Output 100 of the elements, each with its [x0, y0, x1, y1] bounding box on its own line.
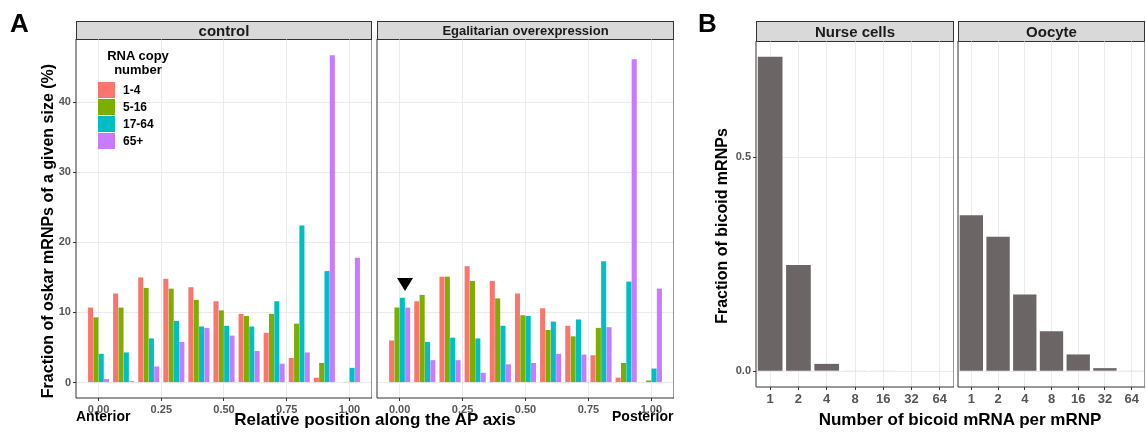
x-tick-label: 0.50: [213, 402, 235, 415]
x-tick-label: 8: [1047, 391, 1056, 407]
bar: [394, 307, 400, 383]
bar: [651, 368, 657, 383]
bar: [218, 310, 224, 383]
y-tick-label: 20: [58, 235, 71, 248]
legend-title: RNA copy number: [106, 48, 170, 77]
bar: [354, 257, 360, 383]
bar: [213, 301, 219, 383]
bar: [505, 364, 511, 383]
bar: [104, 379, 110, 383]
legend-label: 65+: [123, 133, 144, 148]
y-tick-label: 0.5: [735, 150, 751, 163]
bar: [313, 377, 319, 383]
bar: [786, 264, 811, 371]
x-tick-label: 64: [1124, 391, 1140, 407]
bar: [188, 287, 194, 383]
bar: [656, 288, 662, 383]
bar: [88, 307, 94, 383]
bar: [143, 287, 149, 383]
bar: [179, 341, 185, 383]
x-tick-label: 32: [904, 391, 919, 407]
bar: [450, 337, 456, 383]
bar: [154, 366, 160, 383]
bar: [545, 329, 551, 383]
bar: [430, 360, 436, 383]
bar: [168, 288, 174, 383]
bar: [288, 358, 294, 383]
bar: [464, 266, 470, 383]
y-tick-label: 30: [58, 165, 71, 178]
bar: [495, 298, 501, 383]
bar: [986, 236, 1010, 371]
bar: [229, 335, 235, 383]
bar: [500, 325, 506, 383]
x-tick-label: 8: [851, 391, 859, 407]
x-tick-label: 16: [876, 391, 891, 407]
bar: [419, 294, 425, 383]
bar: [575, 319, 582, 383]
bar: [324, 271, 330, 383]
bar: [1013, 294, 1037, 371]
y-tick-label: 0.0: [735, 364, 751, 377]
bar: [123, 352, 129, 383]
bar: [959, 215, 984, 371]
bar: [626, 281, 632, 383]
legend-label: 5-16: [123, 99, 148, 114]
bar: [389, 340, 395, 383]
y-axis-title: Fraction of oskar mRNPs of a given size (%): [39, 63, 58, 398]
bar: [268, 313, 275, 383]
bar: [814, 363, 840, 371]
x-tick-label: 1: [766, 391, 774, 407]
text: B: [698, 8, 717, 39]
bar: [590, 355, 596, 383]
x-tick-label: 0.75: [577, 402, 600, 415]
bar: [98, 353, 104, 383]
bar: [565, 325, 571, 383]
x-tick-label: 0.00: [388, 402, 411, 415]
bar: [279, 363, 285, 383]
bar: [163, 278, 169, 383]
bar: [243, 315, 249, 383]
bar: [475, 338, 481, 383]
bar: [540, 308, 546, 383]
y-tick-label: 10: [58, 305, 71, 318]
bar: [193, 299, 199, 383]
bar: [489, 280, 495, 383]
y-tick-label: 40: [58, 95, 71, 108]
x-tick-label: 2: [794, 391, 803, 407]
bar: [414, 301, 420, 383]
bar: [299, 225, 305, 383]
bar: [615, 377, 621, 383]
bar: [263, 332, 269, 383]
x-tick-label: 0.25: [150, 402, 172, 415]
bar: [93, 317, 99, 383]
bar: [757, 56, 783, 371]
bar: [581, 354, 587, 383]
bar: [405, 307, 411, 383]
x-tick-label: 64: [932, 391, 948, 407]
bar: [595, 327, 601, 383]
bar: [480, 372, 486, 383]
bar: [620, 362, 627, 383]
bar: [525, 315, 531, 383]
bar: [319, 362, 325, 383]
y-tick-label: 0: [64, 375, 71, 388]
bar: [556, 353, 562, 383]
chart-title: Oocyte: [958, 21, 1145, 42]
bar: [294, 323, 300, 383]
bar: [444, 276, 450, 383]
bar: [1066, 354, 1090, 371]
bar: [631, 59, 637, 383]
bar: [254, 351, 260, 383]
bar: [455, 360, 461, 383]
bar: [238, 313, 244, 383]
text: A: [10, 8, 29, 39]
y-axis-title: Fraction of bicoid mRNPs: [712, 128, 731, 324]
bar: [304, 352, 310, 383]
bar: [514, 293, 521, 383]
x-tick-label: 4: [1021, 391, 1030, 407]
x-tick-label: 32: [1097, 391, 1113, 407]
bar: [439, 276, 445, 383]
x-tick-label: 16: [1070, 391, 1086, 407]
bar: [570, 336, 576, 383]
